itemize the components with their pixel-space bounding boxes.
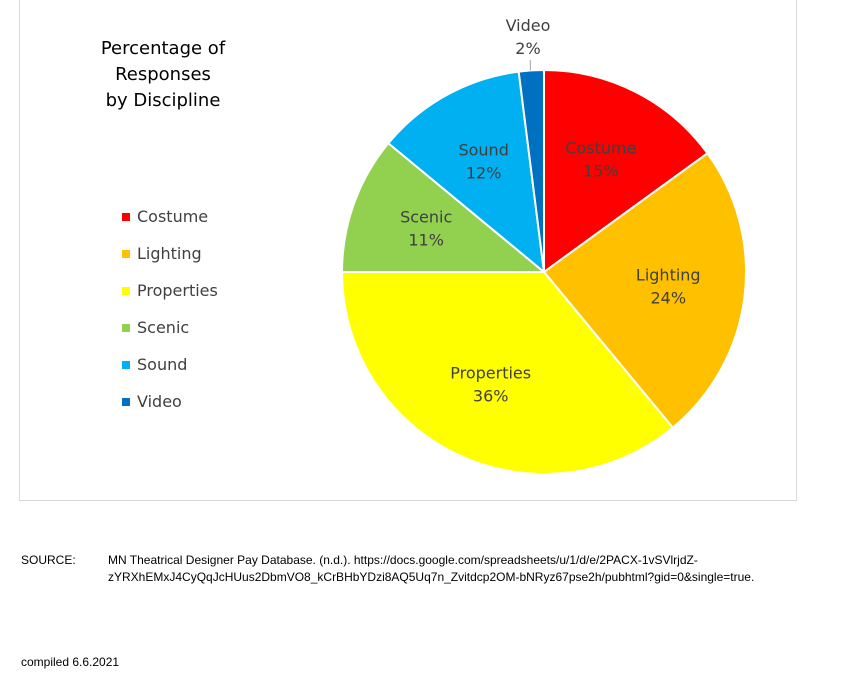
- data-label-value: 36%: [473, 386, 509, 405]
- legend-swatch: [122, 360, 130, 369]
- chart-title: Percentage of Responses by Discipline: [58, 36, 268, 114]
- legend-label: Costume: [137, 207, 209, 226]
- legend-swatch: [122, 286, 130, 295]
- legend-item-lighting: Lighting: [122, 235, 218, 272]
- data-label-value: 2%: [515, 39, 540, 58]
- legend-label: Properties: [137, 281, 218, 300]
- legend-swatch: [122, 212, 130, 221]
- pie-slice-sound: [386, 70, 546, 275]
- legend-label: Video: [137, 392, 182, 411]
- legend-swatch: [122, 323, 130, 332]
- legend-item-video: Video: [122, 383, 218, 420]
- source-line2: zYRXhEMxJ4CyQqJcHUus2DbmVO8_kCrBHbYDzi8A…: [108, 570, 755, 584]
- data-label-name: Scenic: [400, 208, 452, 227]
- legend-item-sound: Sound: [122, 346, 218, 383]
- legend-item-scenic: Scenic: [122, 309, 218, 346]
- chart-area: [19, 0, 797, 501]
- pie-chart: Costume 15% Lighting 24% Properties 36% Scenic…: [340, 16, 747, 475]
- pie-slice-costume: [543, 68, 709, 274]
- legend-item-costume: Costume: [122, 198, 218, 235]
- chart-title-line2: by Discipline: [105, 90, 221, 111]
- legend-label: Scenic: [137, 318, 190, 337]
- legend-swatch: [122, 397, 130, 406]
- data-label-name: Costume: [565, 138, 636, 157]
- legend-swatch: [122, 249, 130, 258]
- legend-item-properties: Properties: [122, 272, 218, 309]
- data-label-name: Lighting: [636, 266, 701, 285]
- source-line1: MN Theatrical Designer Pay Database. (n.…: [108, 553, 698, 567]
- chart-title-line1: Percentage of Responses: [100, 38, 226, 85]
- pie-slice-properties: [340, 271, 675, 475]
- pie-slice-lighting: [542, 151, 747, 430]
- legend: Costume Lighting Properties Scenic Sound Vide…: [122, 198, 218, 420]
- pie-slice-video: [517, 68, 545, 273]
- data-label-value: 24%: [650, 289, 686, 308]
- pie-slice-scenic: [340, 141, 547, 273]
- compiled-date: compiled 6.6.2021: [21, 655, 120, 669]
- data-label-value: 11%: [408, 231, 444, 250]
- data-label-value: 15%: [583, 161, 619, 180]
- data-label-value: 12%: [466, 163, 502, 182]
- data-label-name: Sound: [458, 140, 508, 159]
- data-label-name: Video: [506, 16, 551, 35]
- source-label: SOURCE:: [21, 553, 76, 567]
- data-label-name: Properties: [450, 363, 531, 382]
- legend-label: Lighting: [137, 244, 202, 263]
- legend-label: Sound: [137, 355, 188, 374]
